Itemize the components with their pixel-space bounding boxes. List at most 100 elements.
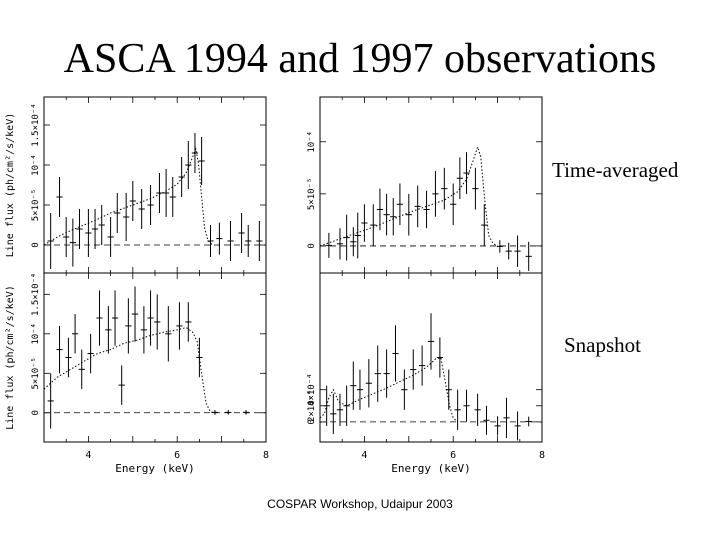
x-tick-label: 6 <box>450 450 456 461</box>
time-averaged-label: Time-averaged <box>552 158 679 182</box>
x-tick-label: 4 <box>361 450 367 461</box>
data-point <box>169 177 176 217</box>
data-point <box>525 416 532 427</box>
panel-1994-snapshot: 0 5×10⁻⁵ 10⁻⁴ 1.5×10⁻⁴ <box>31 273 267 442</box>
axis-labels: 4 6 8 Energy (keV) 4 6 8 Energy (keV) Line flux … <box>5 113 545 475</box>
y-tick-label: 10⁻⁴ <box>31 154 41 176</box>
data-point <box>107 217 114 257</box>
data-point <box>147 290 154 346</box>
data-point <box>207 225 214 257</box>
y-tick-label: 0 <box>31 410 41 415</box>
data-point <box>105 306 112 354</box>
data-point <box>63 217 70 257</box>
model-curve <box>319 145 498 247</box>
data-point <box>111 290 119 346</box>
data-point <box>85 209 92 257</box>
data-point <box>65 337 72 378</box>
data-point <box>463 152 470 194</box>
data-point <box>71 314 79 354</box>
data-point <box>198 137 205 185</box>
data-point <box>354 212 361 259</box>
data-point <box>330 393 337 434</box>
data-point <box>56 325 63 374</box>
data-point <box>356 369 364 410</box>
x-tick-label: 8 <box>263 450 269 461</box>
y-tick-label: 4×10⁻⁴ <box>307 373 317 406</box>
panel-1997-snapshot: 02×10⁻⁴4×10⁻⁴ <box>307 273 543 442</box>
y-tick-label: 0 <box>307 419 317 424</box>
data-point <box>361 204 368 242</box>
data-point <box>118 365 125 405</box>
data-point <box>323 385 330 426</box>
data-point <box>87 333 94 374</box>
data-point <box>156 173 163 213</box>
y-axis-label: Line flux (ph/cm²/s/keV) <box>5 113 16 258</box>
data-point <box>154 294 161 350</box>
data-point <box>390 198 397 236</box>
panel-frames <box>43 96 543 443</box>
data-point <box>441 167 448 210</box>
data-point <box>165 306 172 362</box>
data-point <box>225 410 232 415</box>
data-point <box>78 349 85 390</box>
data-point <box>91 209 99 249</box>
data-point <box>343 214 350 261</box>
data-point <box>47 213 54 269</box>
data-point <box>514 411 521 441</box>
panel-frame <box>43 272 267 443</box>
data-point <box>227 221 234 261</box>
data-point <box>514 235 521 267</box>
data-point <box>474 393 481 426</box>
x-axis-label: Energy (keV) <box>115 462 194 475</box>
y-tick-label: 5×10⁻⁵ <box>31 189 41 222</box>
data-point <box>396 183 404 226</box>
data-point <box>47 373 54 429</box>
model-curve <box>43 326 215 414</box>
data-point <box>129 181 136 221</box>
data-point <box>114 193 121 233</box>
data-point <box>450 183 457 226</box>
slide-title: ASCA 1994 and 1997 observations <box>63 36 657 82</box>
data-point <box>162 169 170 217</box>
panel-frame <box>43 96 267 274</box>
data-point <box>238 213 245 253</box>
x-tick-label: 6 <box>174 450 180 461</box>
data-point <box>147 185 154 225</box>
data-point <box>350 227 357 257</box>
data-point <box>211 410 219 415</box>
data-point <box>191 133 199 173</box>
data-point <box>496 240 503 253</box>
data-point <box>405 193 412 236</box>
data-point <box>125 298 132 354</box>
data-point <box>481 204 488 246</box>
data-point <box>483 405 490 435</box>
data-point <box>131 286 139 342</box>
data-point <box>436 337 443 378</box>
data-point <box>503 397 510 438</box>
data-point <box>365 359 372 408</box>
data-point <box>410 349 417 390</box>
data-point <box>494 416 501 436</box>
data-point <box>463 389 470 422</box>
data-point <box>245 225 252 257</box>
data-point <box>138 189 145 229</box>
data-point <box>185 302 192 342</box>
data-point <box>76 209 83 249</box>
data-point <box>445 369 452 410</box>
model-curve <box>43 147 214 246</box>
data-point <box>401 369 408 410</box>
y-tick-label: 1.5×10⁻⁴ <box>31 103 41 146</box>
data-point <box>325 232 332 258</box>
data-point <box>178 157 185 197</box>
x-tick-label: 8 <box>539 450 545 461</box>
model-curve <box>319 356 458 423</box>
data-point <box>432 170 439 217</box>
data-point <box>454 389 461 430</box>
y-tick-label: 5×10⁻⁵ <box>307 178 317 211</box>
data-point <box>123 193 130 241</box>
snapshot-label: Snapshot <box>564 333 642 357</box>
data-point <box>176 302 183 350</box>
panel-1994-time-averaged: 0 5×10⁻⁵ 10⁻⁴ 1.5×10⁻⁴ <box>31 97 267 273</box>
data-point <box>69 218 76 267</box>
